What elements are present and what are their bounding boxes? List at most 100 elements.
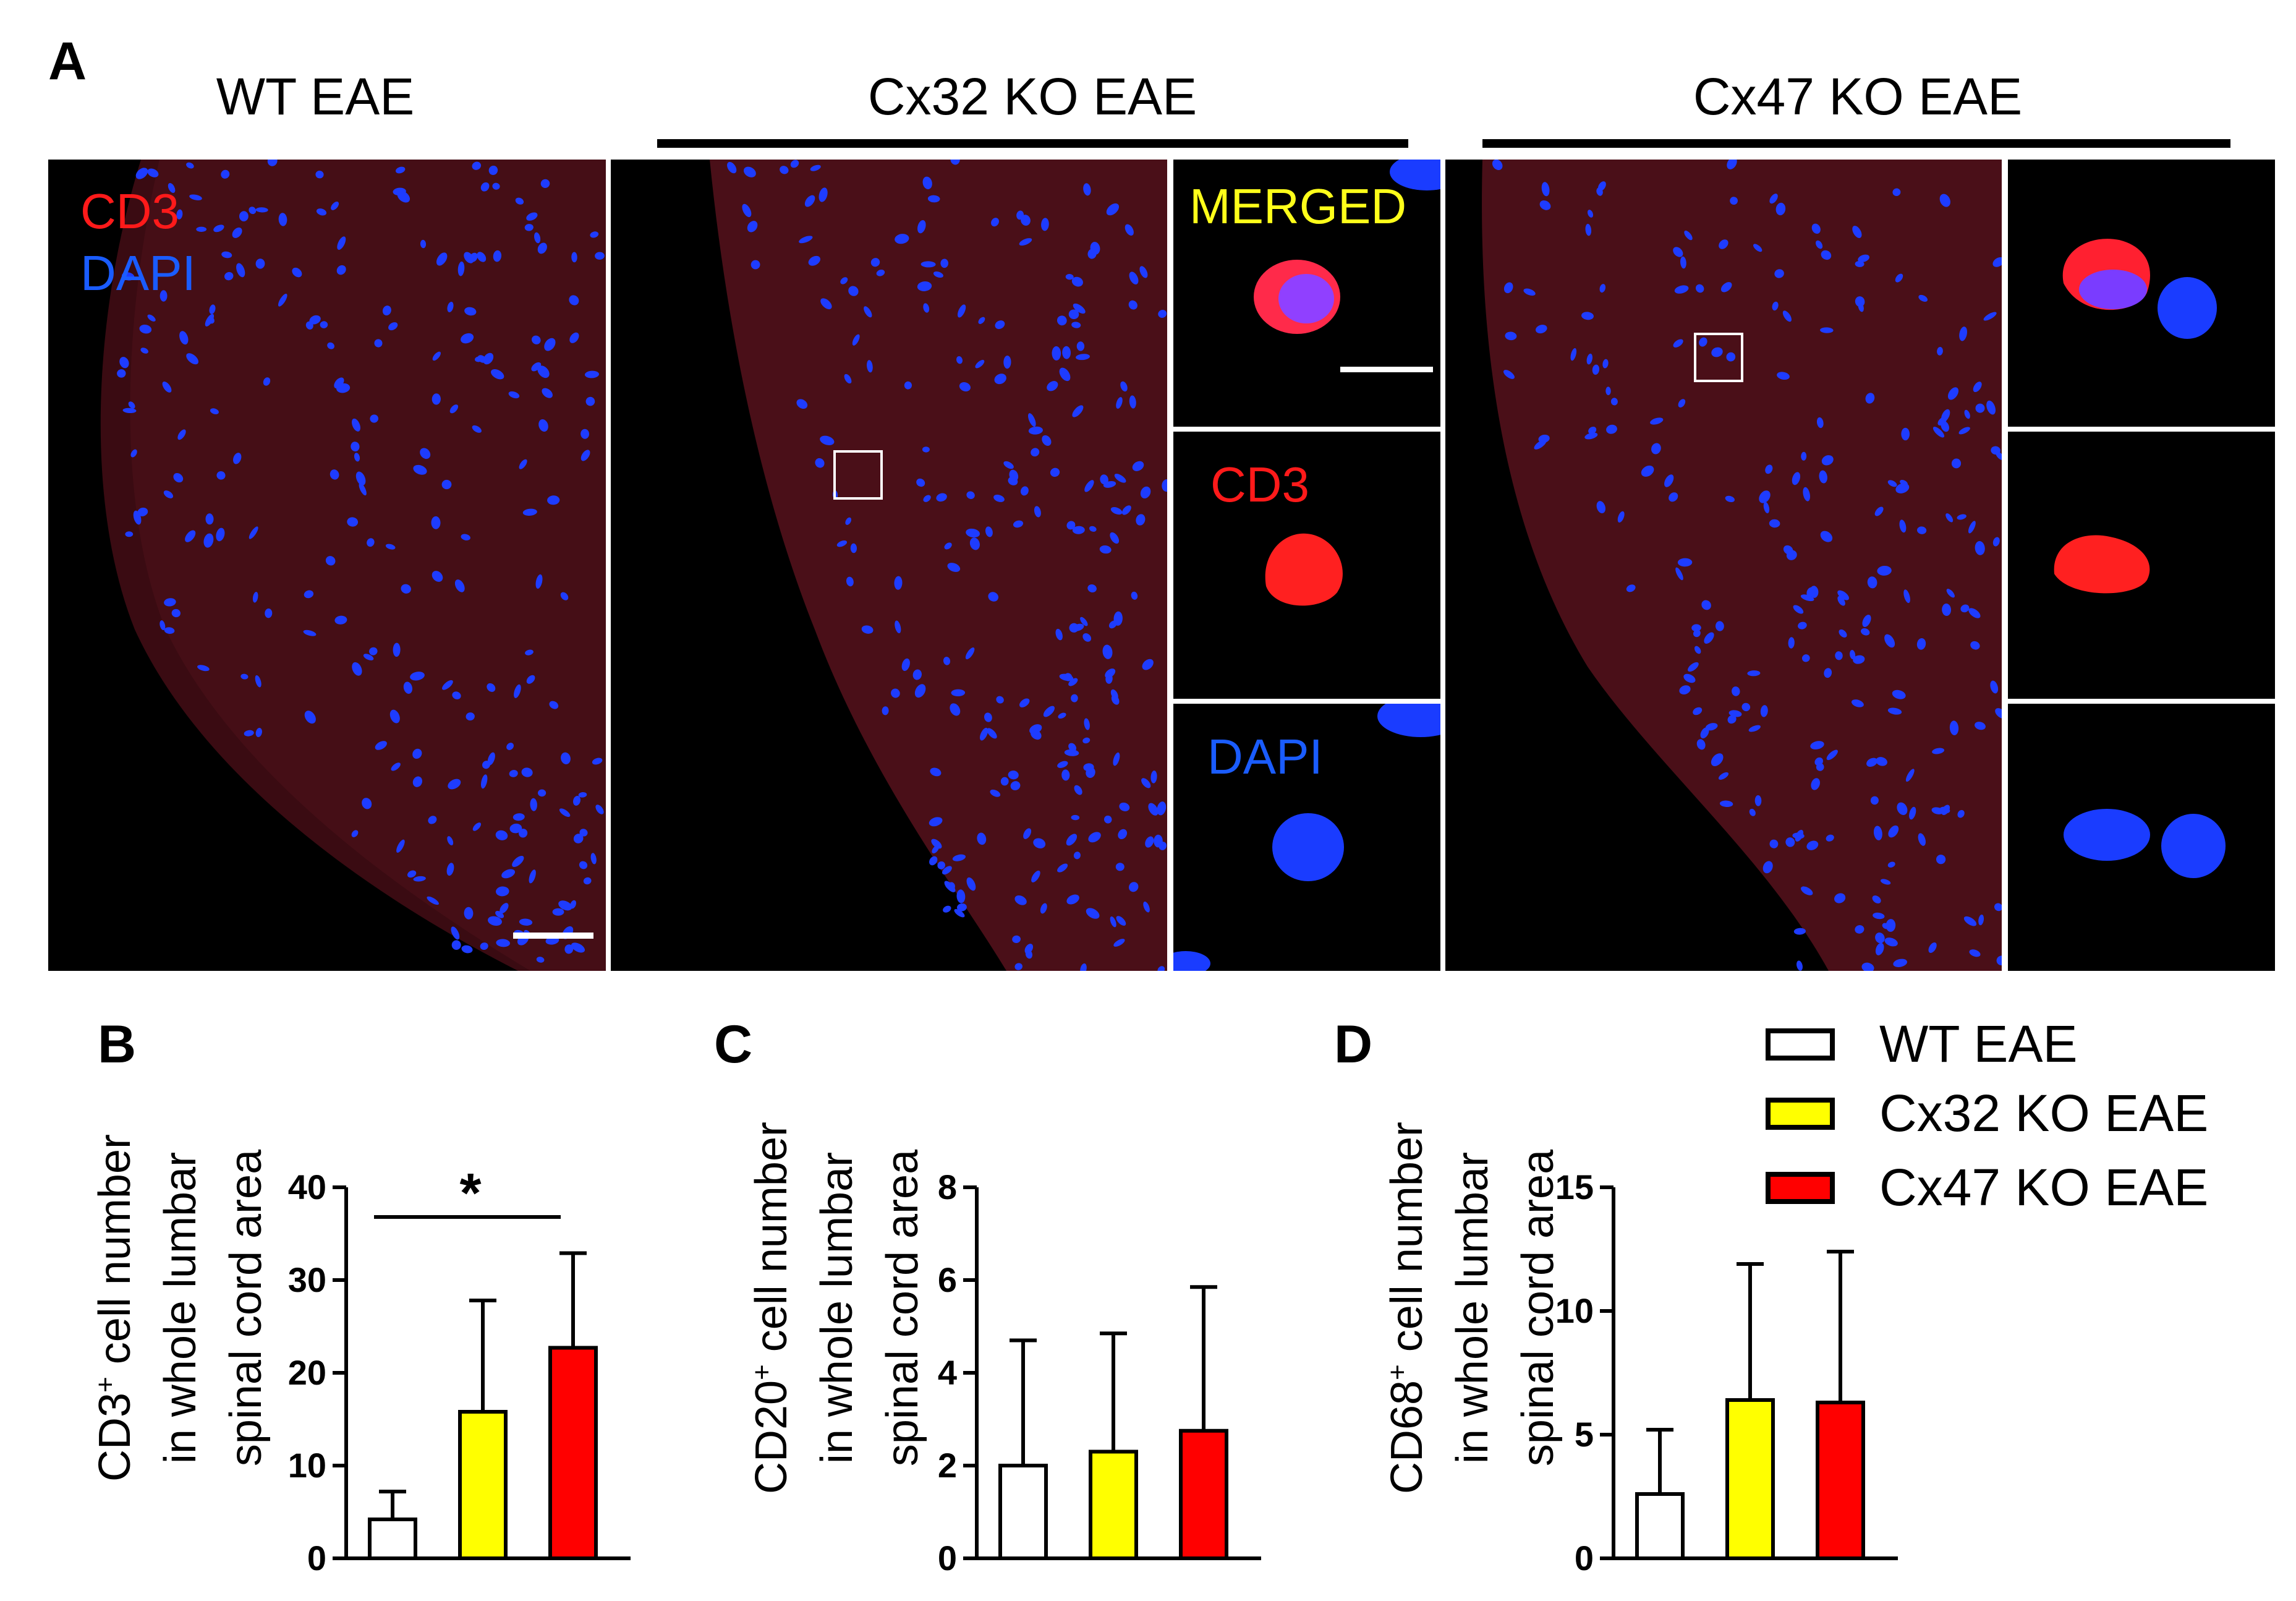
nucleus xyxy=(375,741,387,750)
nucleus xyxy=(352,662,362,676)
nucleus xyxy=(966,877,976,891)
nucleus xyxy=(1725,495,1735,503)
nucleus xyxy=(1701,600,1711,610)
nucleus xyxy=(1949,720,1959,735)
inset-cx32-dapi: DAPI xyxy=(1173,704,1440,971)
nucleus xyxy=(1083,763,1094,772)
group-title-cx47: Cx47 KO EAE xyxy=(1693,67,2023,126)
chart-d-ytick-label-3: 15 xyxy=(1555,1168,1594,1206)
nucleus xyxy=(1905,769,1915,782)
nucleus xyxy=(501,869,516,879)
nucleus xyxy=(1071,322,1081,328)
nucleus xyxy=(441,479,452,490)
nucleus xyxy=(959,382,971,391)
nucleus xyxy=(1617,511,1625,523)
nucleus xyxy=(1073,303,1086,314)
nucleus xyxy=(1795,829,1804,842)
nucleus xyxy=(239,211,249,221)
nucleus xyxy=(1975,722,1986,730)
nucleus xyxy=(1103,815,1112,824)
nucleus xyxy=(978,317,985,324)
nucleus xyxy=(1059,673,1074,681)
nucleus xyxy=(790,160,799,168)
nucleus xyxy=(1888,825,1899,838)
nucleus xyxy=(1108,620,1117,629)
nucleus xyxy=(951,689,966,697)
nucleus xyxy=(1895,273,1903,283)
nucleus xyxy=(1946,589,1955,598)
nucleus xyxy=(1073,852,1081,860)
nucleus xyxy=(1872,895,1881,903)
inset-cx47-cd3 xyxy=(2008,432,2275,699)
nucleus xyxy=(1599,284,1606,293)
nucleus xyxy=(1581,312,1594,320)
nucleus xyxy=(205,314,215,327)
nucleus xyxy=(743,166,756,177)
nucleus xyxy=(189,194,202,200)
nucleus xyxy=(1068,678,1078,686)
nucleus xyxy=(912,669,922,680)
nucleus xyxy=(524,224,534,231)
nucleus xyxy=(1803,487,1811,502)
nucleus xyxy=(352,418,360,432)
nucleus xyxy=(1975,403,1985,413)
nucleus xyxy=(336,383,351,393)
nucleus xyxy=(393,187,406,196)
nucleus xyxy=(1793,928,1806,935)
nucleus xyxy=(389,709,400,724)
chart-b-ytick-label-1: 10 xyxy=(288,1446,326,1485)
nucleus xyxy=(374,339,383,348)
nucleus xyxy=(1031,729,1042,740)
chart-b-bar-0 xyxy=(368,1518,417,1560)
nucleus xyxy=(216,471,226,480)
nucleus xyxy=(1741,702,1751,712)
nucleus xyxy=(466,712,475,721)
nucleus xyxy=(334,615,347,625)
nucleus xyxy=(125,531,134,537)
nucleus xyxy=(477,252,487,262)
nucleus xyxy=(1892,188,1901,197)
nucleus xyxy=(1523,288,1536,296)
nucleus xyxy=(1122,505,1131,515)
nucleus xyxy=(1089,526,1097,532)
nucleus xyxy=(1969,949,1981,957)
nucleus xyxy=(432,351,441,361)
nucleus xyxy=(122,408,137,414)
nucleus xyxy=(1975,541,1985,555)
nucleus xyxy=(388,322,398,331)
nucleus xyxy=(1129,271,1139,284)
nucleus xyxy=(351,830,359,837)
nucleus xyxy=(1014,895,1027,905)
nucleus xyxy=(957,304,966,318)
inset-cx32-cd3: CD3 xyxy=(1173,432,1440,699)
nucleus xyxy=(1824,668,1832,678)
nucleus xyxy=(1810,741,1824,749)
nucleus xyxy=(1826,749,1838,761)
nucleus xyxy=(176,209,183,220)
nucleus xyxy=(1066,894,1079,905)
nucleus xyxy=(1570,348,1577,361)
nucleus xyxy=(1970,641,1980,650)
nucleus xyxy=(1679,685,1691,694)
nucleus xyxy=(1852,226,1862,238)
nucleus xyxy=(595,252,605,260)
nucleus xyxy=(1978,914,1984,926)
nucleus xyxy=(922,446,930,453)
nucleus xyxy=(1118,829,1128,840)
nucleus xyxy=(966,491,975,499)
nucleus xyxy=(536,957,545,963)
nucleus xyxy=(1936,855,1946,865)
nucleus xyxy=(446,863,454,876)
nucleus xyxy=(472,425,482,433)
nucleus xyxy=(413,876,426,882)
nucleus xyxy=(882,706,889,715)
nucleus xyxy=(1087,584,1097,593)
nucleus xyxy=(205,513,214,525)
scale-bar-wt xyxy=(513,933,593,939)
nucleus xyxy=(1103,480,1116,488)
nucleus xyxy=(369,647,378,655)
nucleus xyxy=(454,579,465,592)
nucleus xyxy=(1711,753,1724,767)
nucleus xyxy=(1837,596,1845,606)
nucleus xyxy=(1693,707,1703,715)
